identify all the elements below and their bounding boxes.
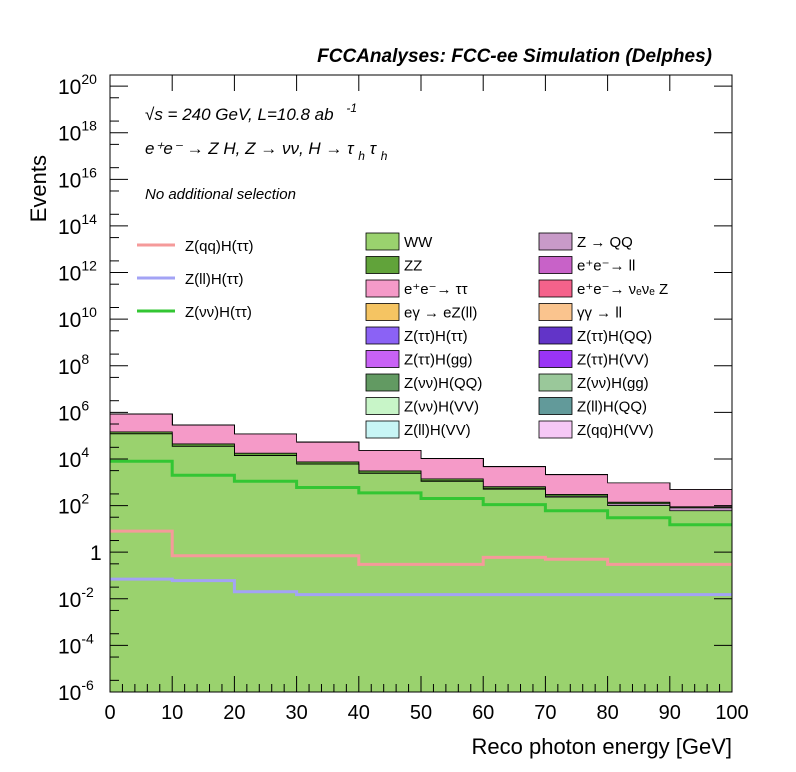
legend-label-z-ll-h-vv: Z(ll)H(VV): [404, 422, 471, 439]
legend-swatch-e-ez-ll: [365, 303, 400, 321]
legend-swatch-ll: [538, 303, 573, 321]
legend-swatch-z-h: [365, 326, 400, 345]
legend-swatch-z-qq: [538, 232, 573, 251]
stack-layer: [109, 413, 733, 693]
x-tick-label: 90: [659, 702, 681, 724]
signal-z-qq-h: [110, 529, 732, 566]
legend-label-e-e: e⁺e⁻→ ττ: [404, 281, 468, 298]
legend-label-z-h: Z(νν)H(ττ): [185, 304, 252, 321]
x-tick-label: 40: [348, 702, 370, 724]
legend-swatch-z-ll-h-qq: [538, 397, 573, 415]
signal-z-ll-h: [110, 577, 732, 597]
x-axis-label: Reco photon energy [GeV]: [472, 734, 733, 759]
y-tick-label: 1014: [58, 211, 97, 239]
x-tick-label: 20: [223, 702, 245, 724]
legend-label-e-e-ll: e⁺e⁻→ ll: [577, 258, 635, 275]
signal-layer: [110, 459, 732, 597]
legend: Z(qq)H(ττ) Z(ll)H(ττ) Z(νν)H(ττ) WW Z → QQ ZZ…: [137, 232, 668, 439]
y-tick-label: 106: [58, 397, 89, 425]
legend-label-z-h-gg: Z(νν)H(gg): [577, 375, 649, 392]
y-tick-label: 1016: [58, 164, 97, 192]
legend-label-e-e-z: e⁺e⁻→ νₑνₑ Z: [577, 281, 668, 298]
legend-swatch-z-h-gg: [538, 373, 573, 392]
x-tick-label: 80: [596, 702, 618, 724]
legend-swatch-zz: [365, 256, 400, 274]
y-tick-label: 10-4: [58, 630, 94, 658]
x-tick-label: 30: [285, 702, 307, 724]
annotations: √s = 240 GeV, L=10.8 ab -1 e⁺e⁻ → Z H, Z…: [145, 101, 388, 203]
legend-swatch-e-e: [365, 279, 400, 298]
legend-swatch-z-h-gg: [365, 350, 400, 368]
legend-label-z-h-qq: Z(νν)H(QQ): [404, 375, 482, 392]
legend-swatch-e-e-ll: [538, 256, 573, 274]
legend-label-z-h-vv: Z(ττ)H(VV): [577, 352, 649, 369]
legend-label-z-ll-h: Z(ll)H(ττ): [185, 271, 244, 288]
x-tick-label: 70: [534, 702, 556, 724]
legend-label-zz: ZZ: [404, 258, 422, 275]
y-tick-label: 1: [90, 542, 102, 565]
y-axis-label: Events: [26, 155, 51, 222]
y-tick-label: 10-6: [58, 677, 94, 705]
y-tick-label: 1010: [58, 304, 97, 332]
legend-swatch-z-ll-h-vv: [365, 420, 400, 439]
legend-swatch-z-h-qq: [365, 373, 400, 392]
x-axis-ticks: 0 10 20 30 40 50 60 70 80 90 100: [104, 75, 749, 724]
y-tick-label: 1012: [58, 258, 97, 286]
x-tick-label: 60: [472, 702, 494, 724]
x-tick-label: 10: [161, 702, 183, 724]
x-tick-label: 50: [410, 702, 432, 724]
legend-label-e-ez-ll: eγ → eZ(ll): [404, 305, 477, 322]
legend-label-z-h: Z(ττ)H(ττ): [404, 328, 468, 345]
x-tick-label: 100: [715, 702, 748, 724]
legend-label-z-qq-h: Z(qq)H(ττ): [185, 238, 254, 255]
selection-annotation: No additional selection: [145, 186, 296, 203]
legend-swatch-z-h-vv: [538, 350, 573, 368]
legend-label-z-h-gg: Z(ττ)H(gg): [404, 352, 473, 369]
process-tau: τ: [370, 139, 378, 158]
process-sub-1: h: [358, 149, 365, 163]
legend-label-z-h-qq: Z(ττ)H(QQ): [577, 328, 652, 345]
energy-exponent: -1: [346, 101, 357, 115]
energy-text: √s = 240 GeV, L=10.8 ab: [145, 105, 334, 124]
y-tick-label: 1018: [58, 118, 97, 146]
y-tick-label: 1020: [58, 71, 97, 99]
chart-title: FCCAnalyses: FCC-ee Simulation (Delphes): [317, 46, 712, 67]
legend-label-z-qq: Z → QQ: [577, 234, 633, 251]
y-tick-label: 10-2: [58, 584, 94, 612]
legend-label-z-qq-h-vv: Z(qq)H(VV): [577, 422, 654, 439]
x-tick-label: 0: [104, 702, 115, 724]
legend-swatch-ww: [365, 232, 400, 251]
y-tick-label: 102: [58, 491, 89, 519]
y-tick-label: 104: [58, 444, 89, 472]
legend-swatch-z-h-qq: [538, 326, 573, 345]
legend-swatch-z-qq-h-vv: [538, 420, 573, 439]
legend-label-ww: WW: [404, 234, 433, 251]
legend-swatch-z-h-vv: [365, 397, 400, 415]
legend-swatch-e-e-z: [538, 279, 573, 298]
process-annotation: e⁺e⁻ → Z H, Z → νν, H → τ h τ h: [145, 139, 388, 164]
energy-annotation: √s = 240 GeV, L=10.8 ab -1: [145, 101, 357, 124]
legend-label-ll: γγ → ll: [577, 305, 622, 322]
process-sub-2: h: [381, 149, 388, 163]
legend-label-z-h-vv: Z(νν)H(VV): [404, 399, 479, 416]
process-text: e⁺e⁻ → Z H, Z → νν, H → τ: [145, 139, 355, 158]
legend-label-z-ll-h-qq: Z(ll)H(QQ): [577, 399, 647, 416]
signal-z-h: [110, 459, 732, 527]
y-tick-label: 108: [58, 351, 89, 379]
plot-area: 0 10 20 30 40 50 60 70 80 90 100 10-610-410-211021…: [58, 71, 749, 724]
